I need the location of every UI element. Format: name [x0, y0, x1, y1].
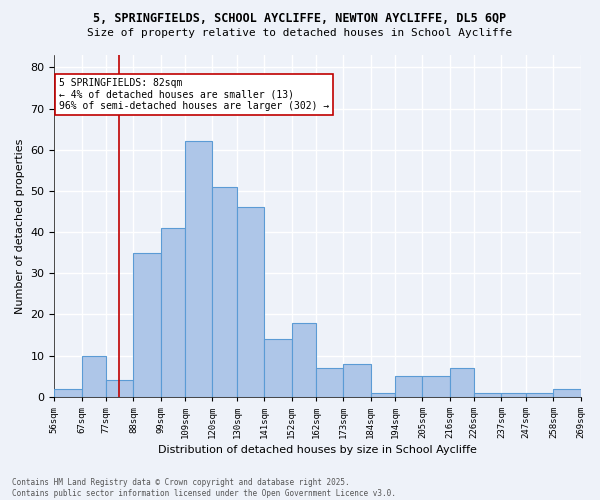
- Bar: [237, 208, 265, 397]
- Bar: [185, 142, 212, 397]
- Text: Contains HM Land Registry data © Crown copyright and database right 2025.
Contai: Contains HM Land Registry data © Crown c…: [12, 478, 396, 498]
- Bar: [422, 376, 449, 397]
- Bar: [526, 392, 553, 397]
- Bar: [292, 322, 316, 397]
- Bar: [343, 364, 371, 397]
- Bar: [55, 388, 82, 397]
- Bar: [133, 252, 161, 397]
- Bar: [106, 380, 133, 397]
- Bar: [265, 339, 292, 397]
- Bar: [502, 392, 526, 397]
- Y-axis label: Number of detached properties: Number of detached properties: [15, 138, 25, 314]
- Text: 5, SPRINGFIELDS, SCHOOL AYCLIFFE, NEWTON AYCLIFFE, DL5 6QP: 5, SPRINGFIELDS, SCHOOL AYCLIFFE, NEWTON…: [94, 12, 506, 26]
- Bar: [212, 187, 237, 397]
- Bar: [161, 228, 185, 397]
- Bar: [395, 376, 422, 397]
- Bar: [449, 368, 474, 397]
- Bar: [474, 392, 502, 397]
- X-axis label: Distribution of detached houses by size in School Aycliffe: Distribution of detached houses by size …: [158, 445, 477, 455]
- Bar: [553, 388, 581, 397]
- Bar: [316, 368, 343, 397]
- Text: Size of property relative to detached houses in School Aycliffe: Size of property relative to detached ho…: [88, 28, 512, 38]
- Bar: [82, 356, 106, 397]
- Bar: [371, 392, 395, 397]
- Text: 5 SPRINGFIELDS: 82sqm
← 4% of detached houses are smaller (13)
96% of semi-detac: 5 SPRINGFIELDS: 82sqm ← 4% of detached h…: [59, 78, 329, 111]
